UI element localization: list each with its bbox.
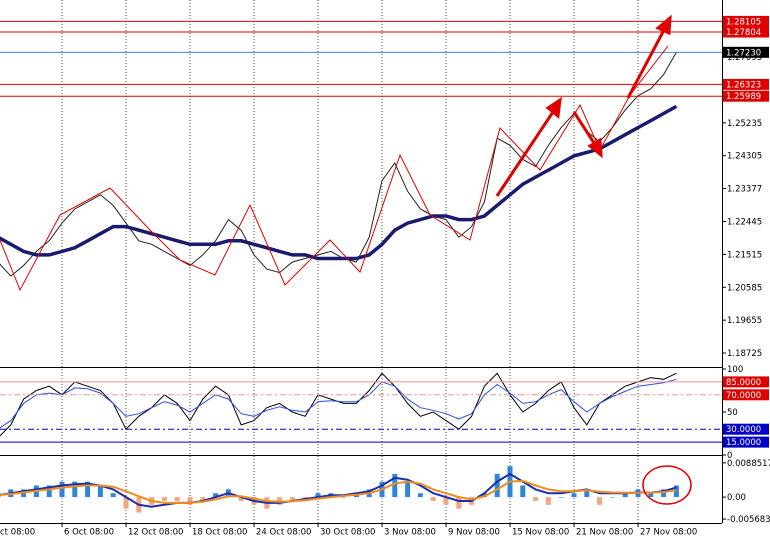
level-label: 1.25989 [726,92,761,102]
y-tick-label: 1.19655 [727,316,762,326]
highlight-circle [642,465,692,505]
series-line [0,52,677,277]
y-tick-label: 1.27095 [727,53,762,63]
histogram-bar [571,493,577,498]
histogram-bar [97,485,103,498]
histogram-bar [558,497,564,498]
arrow [495,111,555,197]
level-label-bg [723,376,769,388]
histogram-bar [110,493,116,498]
y-tick-label: 50 [727,408,738,418]
level-label-bg [723,90,769,102]
histogram-bar [213,493,219,498]
histogram-bar [481,493,487,498]
x-tick-label: 9 Nov 08:00 [448,528,500,538]
histogram-bar [417,493,423,498]
histogram-bar [174,497,180,501]
level-label: 85.0000 [726,378,761,388]
histogram-bar [673,485,679,498]
histogram-bar [161,497,167,501]
histogram-bar [597,497,603,505]
histogram-bar [622,493,628,498]
histogram-bar [46,485,52,498]
histogram-bar [520,485,526,498]
histogram-bar [123,497,129,509]
histogram-bar [405,481,411,498]
arrow [572,111,598,147]
histogram-bar [494,473,500,498]
histogram-bar [584,489,590,498]
x-tick-label: 6 Oct 08:00 [64,528,114,538]
level-label: 70.0000 [726,391,761,401]
histogram-bar [609,497,615,498]
level-label-bg [723,436,769,448]
y-tick-label: 0.00 [727,493,746,503]
x-tick-label: 18 Oct 08:00 [192,528,247,538]
y-tick-label: 1.23377 [727,185,762,195]
arrow-head [655,14,672,36]
level-label-bg [723,389,769,401]
series-line [0,104,678,261]
level-label: 1.27230 [726,48,761,58]
histogram-bar [443,497,449,505]
arrow-head [545,96,562,119]
arrow [626,29,666,99]
series-line [0,378,677,429]
level-label-bg [723,15,769,27]
histogram-bar [430,497,436,501]
x-tick-label: 24 Oct 08:00 [256,528,311,538]
level-label: 1.28105 [726,17,761,27]
histogram-bar [187,497,193,505]
y-tick-label: 1.21515 [727,250,762,260]
histogram-bar [456,497,462,509]
level-label: 1.26323 [726,80,761,90]
histogram-bar [59,481,65,498]
annotations [0,45,669,292]
histogram-bar [315,493,321,498]
histogram-bar [648,493,654,498]
histogram-bar [72,481,78,498]
series-line [0,472,677,508]
y-tick-label: -0.005683 [727,515,770,525]
y-tick-label: 1.18725 [727,349,762,359]
y-tick-label: 0 [727,451,732,461]
histogram-bar [545,497,551,505]
y-tick-label: 1.24305 [727,152,762,162]
level-label-bg [723,423,769,435]
histogram-bar [392,473,398,498]
series-line [0,479,677,504]
x-tick-label: 12 Oct 08:00 [128,528,183,538]
level-label: 15.0000 [726,438,761,448]
level-label-bg [723,78,769,90]
x-tick-label: 30 Oct 08:00 [320,528,375,538]
x-tick-label: 3 Nov 08:00 [384,528,436,538]
x-tick-label: ct 08:00 [0,528,35,538]
y-tick-label: 100 [727,365,743,375]
x-tick-label: 21 Nov 08:00 [576,528,633,538]
histogram-bar [533,497,539,501]
x-tick-label: 15 Nov 08:00 [512,528,569,538]
y-tick-label: 1.25235 [727,119,762,129]
histogram-bar [200,497,206,501]
x-tick-label: 27 Nov 08:00 [640,528,697,538]
level-label: 1.27804 [726,28,761,38]
y-tick-label: 1.22445 [727,218,762,228]
arrow-head [587,137,603,159]
y-tick-label: 0.0088517 [727,459,770,469]
histogram-bar [85,481,91,498]
histogram-bar [341,497,347,498]
level-label-bg [723,26,769,38]
y-tick-label: 1.20585 [727,283,762,293]
zigzag [0,45,669,292]
histogram-bar [289,497,295,501]
level-label: 30.0000 [726,425,761,435]
level-label-bg [723,46,769,58]
arrows [495,14,672,197]
histogram-bar [238,497,244,501]
histogram-bar [661,489,667,498]
